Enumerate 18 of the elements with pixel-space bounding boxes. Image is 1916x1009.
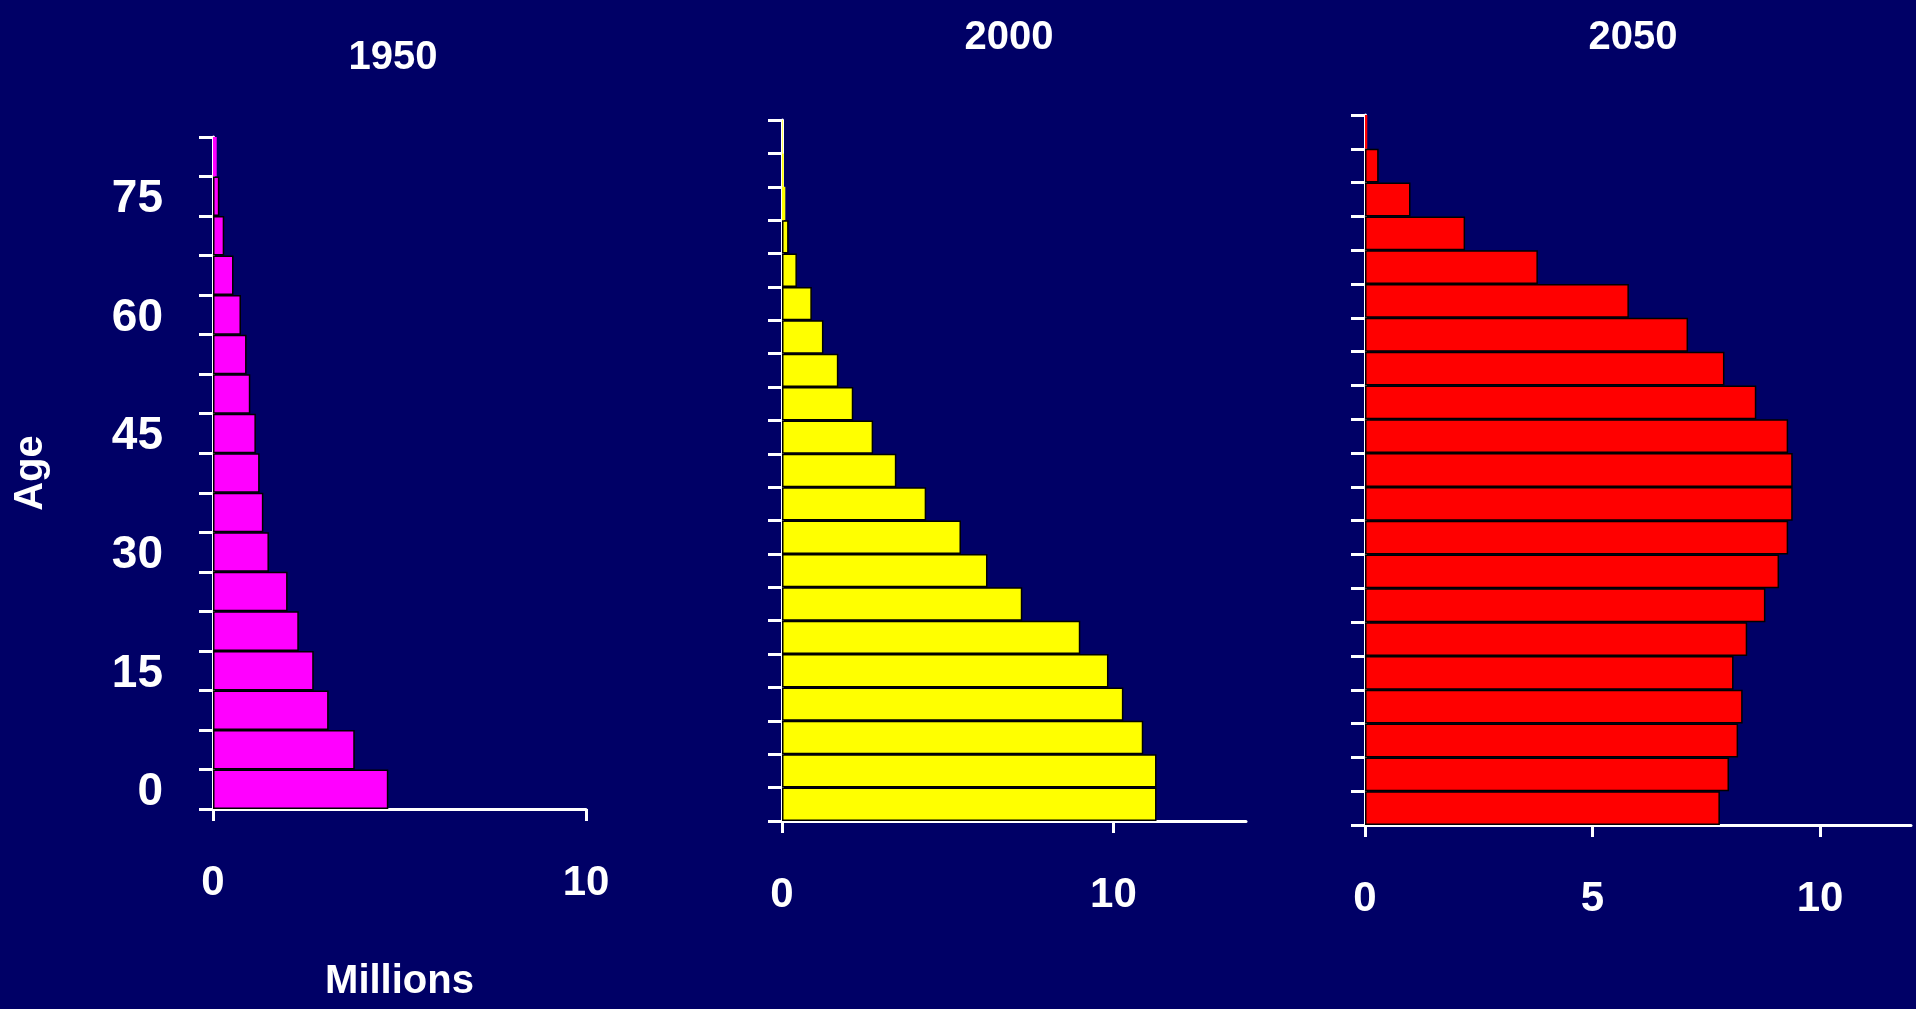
chart-title: 1950	[348, 33, 438, 77]
x-tick-label: 5	[1580, 872, 1605, 920]
y-tick-label: 15	[111, 644, 163, 697]
y-tick-label: 45	[111, 407, 163, 460]
x-tick-label: 10	[562, 856, 610, 904]
x-tick-label: 10	[1090, 868, 1137, 916]
x-tick-label: 0	[1353, 872, 1377, 920]
y-tick-label: 60	[111, 288, 163, 341]
x-axis-title: Millions	[325, 957, 474, 1001]
y-tick-label: 75	[111, 170, 163, 223]
y-tick-label: 30	[111, 526, 163, 579]
y-tick-label: 0	[137, 763, 163, 816]
x-tick-label: 10	[1796, 872, 1844, 920]
chart-title: 2050	[1588, 13, 1678, 57]
x-tick-label: 0	[770, 868, 794, 916]
y-axis-title: Age	[6, 435, 50, 511]
x-tick-label: 0	[201, 856, 225, 904]
chart-title: 2000	[964, 13, 1054, 57]
